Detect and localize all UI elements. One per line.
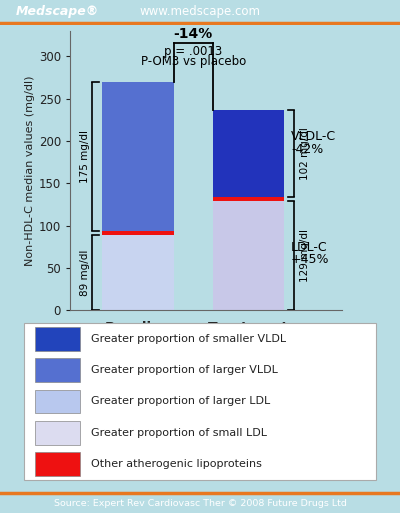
- Text: 89 mg/dl: 89 mg/dl: [80, 249, 90, 296]
- Text: -42%: -42%: [291, 143, 323, 156]
- FancyBboxPatch shape: [24, 323, 376, 480]
- Text: Greater proportion of larger VLDL: Greater proportion of larger VLDL: [91, 365, 278, 375]
- Text: www.medscape.com: www.medscape.com: [140, 5, 260, 18]
- Text: p = .0013: p = .0013: [164, 45, 222, 58]
- Text: Medscape®: Medscape®: [16, 5, 99, 18]
- Bar: [102, 231, 174, 235]
- Bar: [213, 110, 284, 197]
- FancyBboxPatch shape: [34, 358, 80, 382]
- Text: Greater proportion of smaller VLDL: Greater proportion of smaller VLDL: [91, 334, 286, 344]
- Y-axis label: Non-HDL-C median values (mg/dl): Non-HDL-C median values (mg/dl): [24, 75, 34, 266]
- FancyBboxPatch shape: [34, 389, 80, 413]
- Text: 102 mg/dl: 102 mg/dl: [300, 127, 310, 180]
- Text: 129 mg/dl: 129 mg/dl: [300, 229, 310, 282]
- Bar: [102, 83, 174, 231]
- Text: 175 mg/dl: 175 mg/dl: [80, 130, 90, 183]
- Text: Greater proportion of larger LDL: Greater proportion of larger LDL: [91, 397, 270, 406]
- Text: Source: Expert Rev Cardiovasc Ther © 2008 Future Drugs Ltd: Source: Expert Rev Cardiovasc Ther © 200…: [54, 499, 346, 508]
- Bar: [213, 197, 284, 201]
- FancyBboxPatch shape: [34, 421, 80, 445]
- Text: LDL-C: LDL-C: [291, 241, 328, 254]
- FancyBboxPatch shape: [34, 452, 80, 476]
- Text: +45%: +45%: [291, 253, 330, 266]
- Bar: [213, 201, 284, 310]
- Text: VLDL-C: VLDL-C: [291, 130, 336, 143]
- FancyBboxPatch shape: [34, 327, 80, 351]
- Bar: [102, 235, 174, 310]
- Text: -14%: -14%: [174, 27, 213, 41]
- Text: P-OM3 vs placebo: P-OM3 vs placebo: [141, 55, 246, 68]
- Text: Greater proportion of small LDL: Greater proportion of small LDL: [91, 428, 267, 438]
- Text: Other atherogenic lipoproteins: Other atherogenic lipoproteins: [91, 459, 262, 469]
